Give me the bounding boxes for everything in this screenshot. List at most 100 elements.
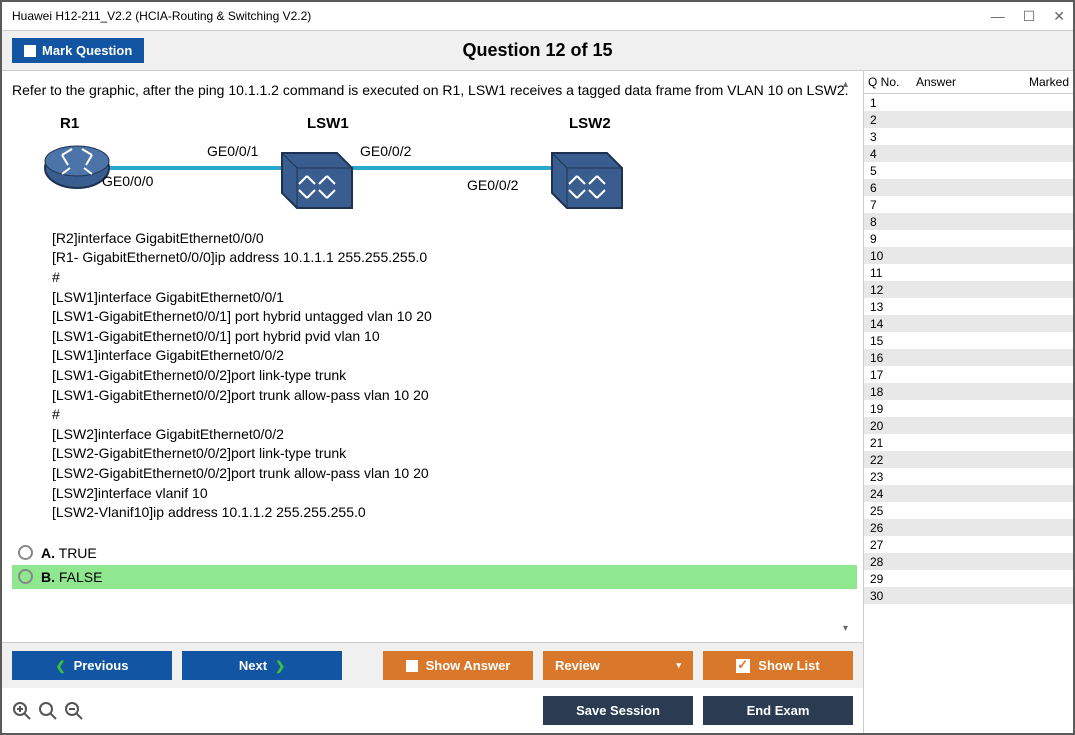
qlist-row[interactable]: 6 [864,179,1073,196]
qlist-row[interactable]: 9 [864,230,1073,247]
qlist-number: 21 [870,436,910,450]
qlist-row[interactable]: 1 [864,94,1073,111]
qlist-row[interactable]: 5 [864,162,1073,179]
titlebar: Huawei H12-211_V2.2 (HCIA-Routing & Swit… [2,2,1073,31]
qlist-row[interactable]: 28 [864,553,1073,570]
qlist-row[interactable]: 10 [864,247,1073,264]
svg-text:LSW2: LSW2 [569,115,611,132]
node-r1: R1 GE0/0/0 [45,115,154,189]
mark-question-label: Mark Question [42,43,132,58]
qlist-row[interactable]: 21 [864,434,1073,451]
end-exam-label: End Exam [747,703,810,718]
qlist-row[interactable]: 29 [864,570,1073,587]
qlist-number: 24 [870,487,910,501]
qlist-number: 8 [870,215,910,229]
qlist-number: 27 [870,538,910,552]
maximize-icon[interactable]: ☐ [1023,8,1036,25]
qlist-row[interactable]: 11 [864,264,1073,281]
chevron-left-icon: ❮ [56,659,66,673]
qlist-number: 22 [870,453,910,467]
qlist-row[interactable]: 4 [864,145,1073,162]
qlist-row[interactable]: 8 [864,213,1073,230]
svg-text:LSW1: LSW1 [307,115,349,132]
session-controls: Save Session End Exam [543,696,853,725]
qlist-row[interactable]: 24 [864,485,1073,502]
qlist-row[interactable]: 19 [864,400,1073,417]
qlist-number: 23 [870,470,910,484]
qlist-number: 16 [870,351,910,365]
previous-button[interactable]: ❮ Previous [12,651,172,680]
svg-text:GE0/0/0: GE0/0/0 [102,173,154,189]
content-area: ▴ ▾ Refer to the graphic, after the ping… [2,71,863,642]
qlist-row[interactable]: 15 [864,332,1073,349]
qlist-number: 7 [870,198,910,212]
header-marked: Marked [1013,75,1069,89]
qlist-number: 29 [870,572,910,586]
app-window: Huawei H12-211_V2.2 (HCIA-Routing & Swit… [0,0,1075,735]
qlist-row[interactable]: 12 [864,281,1073,298]
zoom-controls [12,701,84,721]
qlist-number: 1 [870,96,910,110]
qlist-header: Q No. Answer Marked [864,71,1073,94]
qlist-row[interactable]: 18 [864,383,1073,400]
svg-text:GE0/0/2: GE0/0/2 [467,177,519,193]
show-list-button[interactable]: Show List [703,651,853,680]
qlist-row[interactable]: 23 [864,468,1073,485]
qlist-row[interactable]: 26 [864,519,1073,536]
mark-question-button[interactable]: Mark Question [12,38,144,63]
qlist-row[interactable]: 2 [864,111,1073,128]
qlist-row[interactable]: 30 [864,587,1073,604]
question-counter: Question 12 of 15 [462,40,612,61]
qlist-row[interactable]: 14 [864,315,1073,332]
toolbar: Mark Question Question 12 of 15 [2,31,1073,71]
svg-text:GE0/0/1: GE0/0/1 [207,143,259,159]
answer-label: B. FALSE [41,569,102,585]
show-answer-button[interactable]: Show Answer [383,651,533,680]
qlist[interactable]: 1234567891011121314151617181920212223242… [864,94,1073,733]
zoom-out-icon[interactable] [64,701,84,721]
close-icon[interactable]: ✕ [1053,8,1065,25]
qlist-number: 26 [870,521,910,535]
qlist-row[interactable]: 20 [864,417,1073,434]
answer-list: A. TRUE B. FALSE [12,541,857,589]
checkbox-icon [24,45,36,57]
qlist-row[interactable]: 7 [864,196,1073,213]
qlist-number: 17 [870,368,910,382]
qlist-row[interactable]: 17 [864,366,1073,383]
answer-option-b[interactable]: B. FALSE [12,565,857,589]
qlist-number: 15 [870,334,910,348]
radio-icon [18,545,33,560]
main: ▴ ▾ Refer to the graphic, after the ping… [2,71,1073,733]
node-lsw1: LSW1 GE0/0/1 GE0/0/2 [207,115,412,208]
answer-option-a[interactable]: A. TRUE [12,541,857,565]
qlist-number: 11 [870,266,910,280]
qlist-number: 19 [870,402,910,416]
checkbox-icon [406,660,418,672]
qlist-row[interactable]: 27 [864,536,1073,553]
header-qno: Q No. [868,75,916,89]
end-exam-button[interactable]: End Exam [703,696,853,725]
chevron-right-icon: ❯ [275,659,285,673]
qlist-row[interactable]: 25 [864,502,1073,519]
zoom-reset-icon[interactable] [38,701,58,721]
save-session-button[interactable]: Save Session [543,696,693,725]
next-button[interactable]: Next ❯ [182,651,342,680]
qlist-row[interactable]: 3 [864,128,1073,145]
previous-label: Previous [74,658,129,673]
qlist-row[interactable]: 13 [864,298,1073,315]
qlist-row[interactable]: 22 [864,451,1073,468]
footer-bar: Save Session End Exam [2,688,863,733]
zoom-in-icon[interactable] [12,701,32,721]
chevron-down-icon: ▾ [676,660,681,671]
minimize-icon[interactable]: — [991,8,1005,24]
nav-bar: ❮ Previous Next ❯ Show Answer Review ▾ [2,642,863,688]
svg-text:GE0/0/2: GE0/0/2 [360,143,412,159]
review-label: Review [555,658,600,673]
next-label: Next [239,658,267,673]
qlist-row[interactable]: 16 [864,349,1073,366]
show-answer-label: Show Answer [426,658,511,673]
header-answer: Answer [916,75,1013,89]
answer-label: A. TRUE [41,545,97,561]
qlist-number: 13 [870,300,910,314]
review-button[interactable]: Review ▾ [543,651,693,680]
